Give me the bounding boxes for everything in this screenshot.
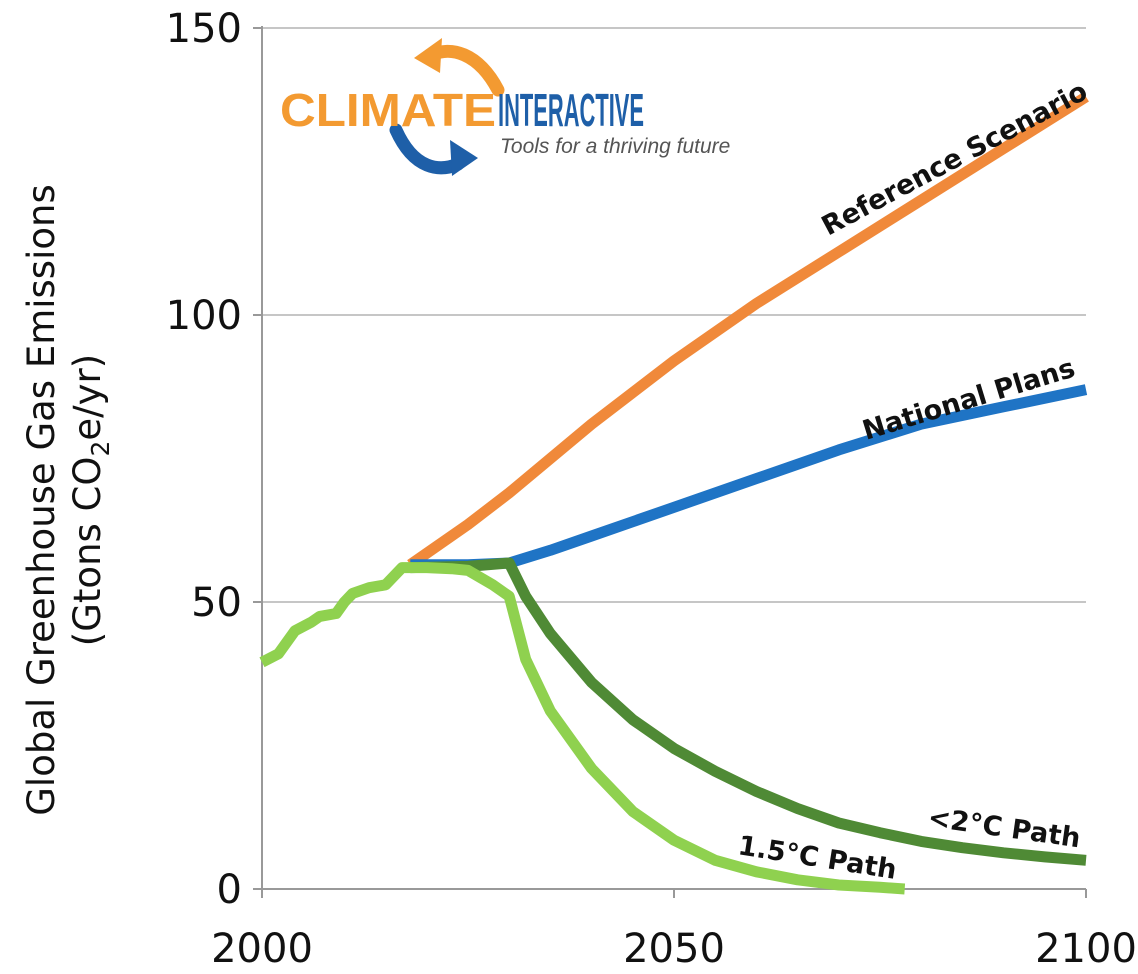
- logo-arrowhead-blue-icon: [450, 140, 478, 176]
- climate-interactive-logo: CLIMATE INTERACTIVE Tools for a thriving…: [280, 38, 730, 176]
- x-tick-labels: 2000 2050 2100: [211, 926, 1137, 972]
- y-axis-title: Global Greenhouse Gas Emissions (Gtons C…: [20, 184, 115, 815]
- series-line-national-plans: [410, 384, 1088, 571]
- series-lines: [259, 92, 1089, 895]
- series-line-1-5-c-path: [259, 562, 906, 895]
- series-line-2-c-path: [410, 557, 1087, 866]
- logo-word-interactive: INTERACTIVE: [498, 84, 644, 136]
- y-tick-label-0: 0: [217, 867, 242, 913]
- x-tick-label-2050: 2050: [623, 926, 725, 972]
- y-axis-title-line2: (Gtons CO2e/yr): [66, 354, 115, 646]
- gridlines: [262, 27, 1086, 603]
- y-axis-title-line1: Global Greenhouse Gas Emissions: [20, 184, 63, 815]
- series-label-reference: Reference Scenario: [817, 76, 1093, 242]
- y-tick-label-50: 50: [191, 580, 242, 626]
- series-line-reference-scenario: [407, 92, 1089, 570]
- y-tick-label-150: 150: [166, 6, 242, 52]
- logo-word-climate: CLIMATE: [280, 84, 496, 136]
- axes: [253, 26, 1087, 898]
- logo-arrowhead-orange-icon: [414, 38, 442, 73]
- logo-tagline: Tools for a thriving future: [500, 135, 730, 158]
- x-tick-label-2100: 2100: [1035, 926, 1137, 972]
- x-tick-label-2000: 2000: [211, 926, 313, 972]
- y-tick-label-100: 100: [166, 293, 242, 339]
- y-tick-labels: 0 50 100 150: [166, 6, 242, 913]
